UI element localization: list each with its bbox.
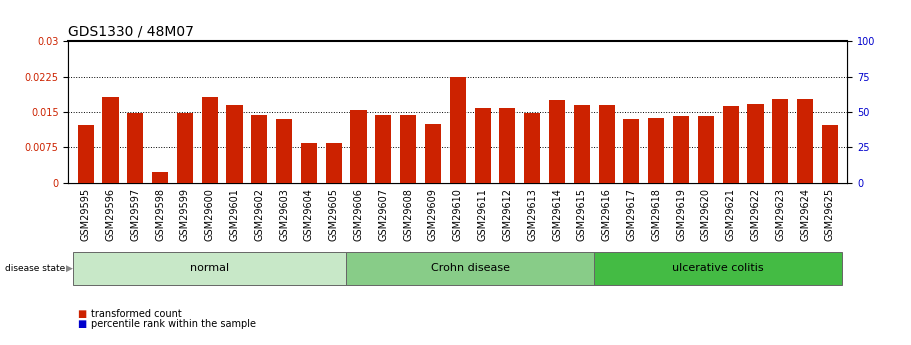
Bar	[648, 118, 664, 183]
Bar	[728, 112, 733, 183]
Bar	[479, 112, 486, 183]
Bar	[455, 109, 461, 183]
Bar	[629, 122, 635, 183]
Bar	[107, 112, 114, 183]
Bar	[331, 145, 337, 183]
Bar	[827, 119, 833, 183]
Bar	[132, 122, 138, 183]
Bar	[351, 110, 366, 183]
Bar	[326, 143, 342, 183]
Bar	[152, 172, 169, 183]
Bar	[722, 107, 739, 183]
Bar	[201, 97, 218, 183]
Bar	[599, 105, 615, 183]
Bar	[207, 105, 213, 183]
Bar	[227, 105, 242, 183]
Bar	[475, 108, 491, 183]
Bar	[822, 125, 838, 183]
Bar	[678, 119, 684, 183]
Bar	[549, 100, 565, 183]
Bar	[375, 116, 392, 183]
Bar	[450, 77, 466, 183]
Text: GDS1330 / 48M07: GDS1330 / 48M07	[68, 25, 194, 39]
Bar	[77, 125, 94, 183]
Bar	[256, 116, 262, 183]
Bar	[380, 115, 386, 183]
Bar	[673, 116, 689, 183]
Bar	[747, 104, 763, 183]
Text: ■: ■	[77, 309, 87, 319]
Bar	[574, 105, 589, 183]
Bar	[157, 170, 163, 183]
Bar	[499, 108, 516, 183]
Bar	[182, 112, 188, 183]
Bar	[177, 113, 193, 183]
Bar	[578, 111, 585, 183]
Bar	[128, 113, 143, 183]
Bar	[603, 112, 609, 183]
Text: Crohn disease: Crohn disease	[431, 263, 509, 273]
Bar	[231, 112, 238, 183]
Text: ▶: ▶	[66, 264, 73, 273]
Bar	[430, 128, 436, 183]
Bar	[405, 118, 411, 183]
Bar	[355, 112, 362, 183]
Bar	[653, 122, 660, 183]
Text: transformed count: transformed count	[91, 309, 182, 319]
Bar	[102, 97, 118, 183]
Bar	[281, 116, 287, 183]
Bar	[623, 119, 640, 183]
Bar	[400, 116, 416, 183]
Bar	[554, 111, 560, 183]
Bar	[529, 115, 536, 183]
Text: percentile rank within the sample: percentile rank within the sample	[91, 319, 256, 329]
Text: ulcerative colitis: ulcerative colitis	[672, 263, 764, 273]
Bar	[698, 116, 714, 183]
Bar	[83, 140, 88, 183]
Bar	[425, 124, 441, 183]
Text: normal: normal	[190, 263, 230, 273]
Bar	[505, 112, 510, 183]
Bar	[306, 145, 312, 183]
Bar	[802, 109, 808, 183]
Bar	[797, 99, 814, 183]
Bar	[752, 108, 759, 183]
Bar	[777, 109, 783, 183]
Bar	[301, 143, 317, 183]
Bar	[524, 113, 540, 183]
Text: disease state: disease state	[5, 264, 65, 273]
Bar	[276, 119, 292, 183]
Text: ■: ■	[77, 319, 87, 329]
Bar	[773, 99, 788, 183]
Bar	[702, 119, 709, 183]
Bar	[251, 116, 268, 183]
